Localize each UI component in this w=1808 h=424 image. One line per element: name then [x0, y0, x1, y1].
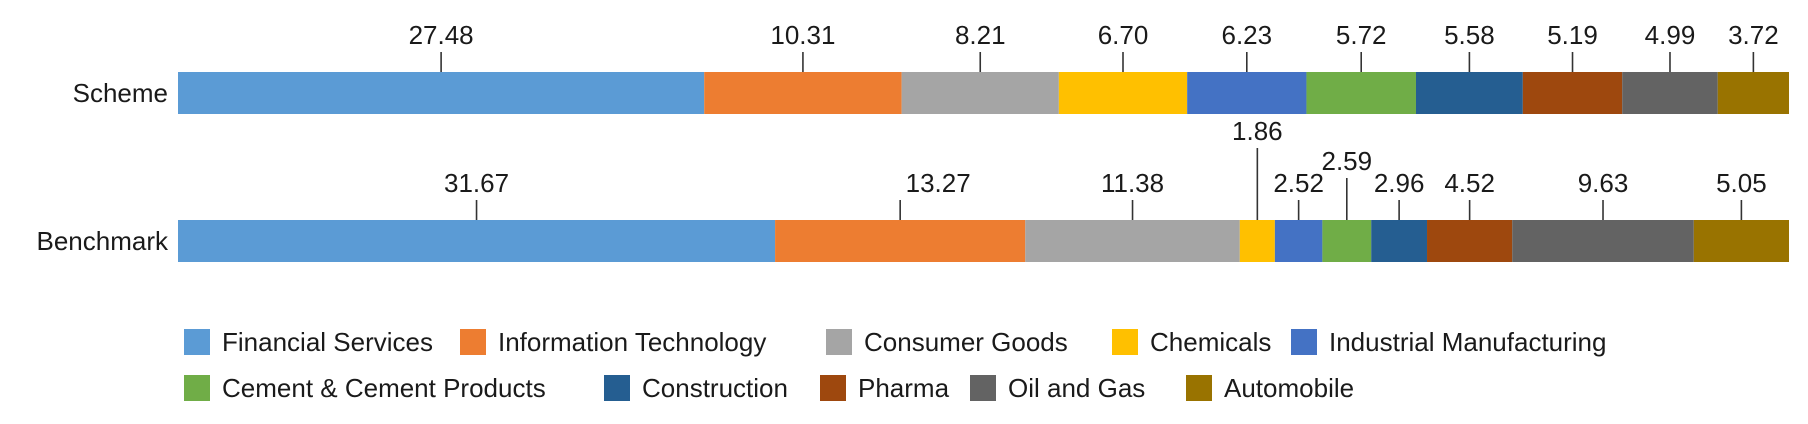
bar-segment-scheme-oil-and-gas	[1622, 72, 1718, 114]
bar-segment-benchmark-cement-and-cement-products	[1322, 220, 1372, 262]
bar-segment-scheme-construction	[1415, 72, 1523, 114]
bar-segment-benchmark-oil-and-gas	[1512, 220, 1694, 262]
data-label-benchmark-information-technology: 13.27	[906, 168, 971, 198]
bar-segment-benchmark-automobile	[1693, 220, 1789, 262]
bar-segment-benchmark-construction	[1371, 220, 1428, 262]
data-label-benchmark-cement-and-cement-products: 2.59	[1321, 146, 1372, 176]
legend-item-information-technology: Information Technology	[460, 327, 766, 357]
data-label-scheme-chemicals: 6.70	[1098, 20, 1149, 50]
legend-swatch-industrial-manufacturing	[1291, 329, 1317, 355]
bar-segment-scheme-industrial-manufacturing	[1187, 72, 1307, 114]
data-label-benchmark-industrial-manufacturing: 2.52	[1273, 168, 1324, 198]
legend-item-automobile: Automobile	[1186, 373, 1354, 403]
bar-segment-benchmark-information-technology	[775, 220, 1026, 262]
data-label-benchmark-financial-services: 31.67	[444, 168, 509, 198]
bar-segment-benchmark-consumer-goods	[1025, 220, 1240, 262]
legend-item-pharma: Pharma	[820, 373, 950, 403]
bar-segment-scheme-information-technology	[704, 72, 902, 114]
data-label-benchmark-oil-and-gas: 9.63	[1578, 168, 1629, 198]
bar-segment-scheme-automobile	[1717, 72, 1789, 114]
legend-label-consumer-goods: Consumer Goods	[864, 327, 1068, 357]
bar-segment-benchmark-industrial-manufacturing	[1274, 220, 1323, 262]
legend-label-financial-services: Financial Services	[222, 327, 433, 357]
bar-segment-benchmark-pharma	[1427, 220, 1513, 262]
bar-segment-benchmark-financial-services	[178, 220, 776, 262]
legend-label-industrial-manufacturing: Industrial Manufacturing	[1329, 327, 1606, 357]
legend-swatch-automobile	[1186, 375, 1212, 401]
legend: Financial Services Information Technology…	[184, 327, 1606, 403]
labels-layer: Scheme 27.48 10.31 8.21 6.70 6.23 5.72 5.58 5.19…	[37, 20, 1779, 256]
legend-label-construction: Construction	[642, 373, 788, 403]
data-label-benchmark-construction: 2.96	[1374, 168, 1425, 198]
data-label-scheme-pharma: 5.19	[1547, 20, 1598, 50]
legend-swatch-cement-and-cement-products	[184, 375, 210, 401]
data-label-scheme-cement-and-cement-products: 5.72	[1336, 20, 1387, 50]
legend-swatch-consumer-goods	[826, 329, 852, 355]
data-label-scheme-automobile: 3.72	[1728, 20, 1779, 50]
bar-segment-scheme-pharma	[1522, 72, 1623, 114]
legend-swatch-pharma	[820, 375, 846, 401]
data-label-benchmark-chemicals: 1.86	[1232, 116, 1283, 146]
legend-label-chemicals: Chemicals	[1150, 327, 1271, 357]
bar-segment-scheme-financial-services	[178, 72, 705, 114]
category-label-scheme: Scheme	[73, 78, 168, 108]
data-label-scheme-oil-and-gas: 4.99	[1645, 20, 1696, 50]
legend-swatch-information-technology	[460, 329, 486, 355]
data-label-scheme-financial-services: 27.48	[409, 20, 474, 50]
legend-item-oil-and-gas: Oil and Gas	[970, 373, 1145, 403]
data-label-scheme-consumer-goods: 8.21	[955, 20, 1006, 50]
bar-segment-benchmark-chemicals	[1239, 220, 1275, 262]
legend-item-financial-services: Financial Services	[184, 327, 433, 357]
legend-item-industrial-manufacturing: Industrial Manufacturing	[1291, 327, 1606, 357]
legend-swatch-chemicals	[1112, 329, 1138, 355]
legend-label-information-technology: Information Technology	[498, 327, 766, 357]
legend-label-cement-and-cement-products: Cement & Cement Products	[222, 373, 546, 403]
bar-segment-scheme-cement-and-cement-products	[1306, 72, 1416, 114]
legend-label-oil-and-gas: Oil and Gas	[1008, 373, 1145, 403]
legend-label-automobile: Automobile	[1224, 373, 1354, 403]
data-label-scheme-industrial-manufacturing: 6.23	[1221, 20, 1272, 50]
data-label-scheme-construction: 5.58	[1444, 20, 1495, 50]
legend-item-cement-and-cement-products: Cement & Cement Products	[184, 373, 546, 403]
data-label-benchmark-automobile: 5.05	[1716, 168, 1767, 198]
data-label-benchmark-pharma: 4.52	[1444, 168, 1495, 198]
legend-label-pharma: Pharma	[858, 373, 950, 403]
bar-segment-scheme-consumer-goods	[901, 72, 1059, 114]
category-label-benchmark: Benchmark	[37, 226, 169, 256]
data-label-benchmark-consumer-goods: 11.38	[1101, 168, 1164, 198]
data-label-scheme-information-technology: 10.31	[770, 20, 835, 50]
legend-item-consumer-goods: Consumer Goods	[826, 327, 1068, 357]
bar-segment-scheme-chemicals	[1058, 72, 1188, 114]
legend-swatch-financial-services	[184, 329, 210, 355]
legend-swatch-oil-and-gas	[970, 375, 996, 401]
bars-layer	[178, 72, 1789, 262]
legend-item-construction: Construction	[604, 373, 788, 403]
legend-item-chemicals: Chemicals	[1112, 327, 1271, 357]
legend-swatch-construction	[604, 375, 630, 401]
